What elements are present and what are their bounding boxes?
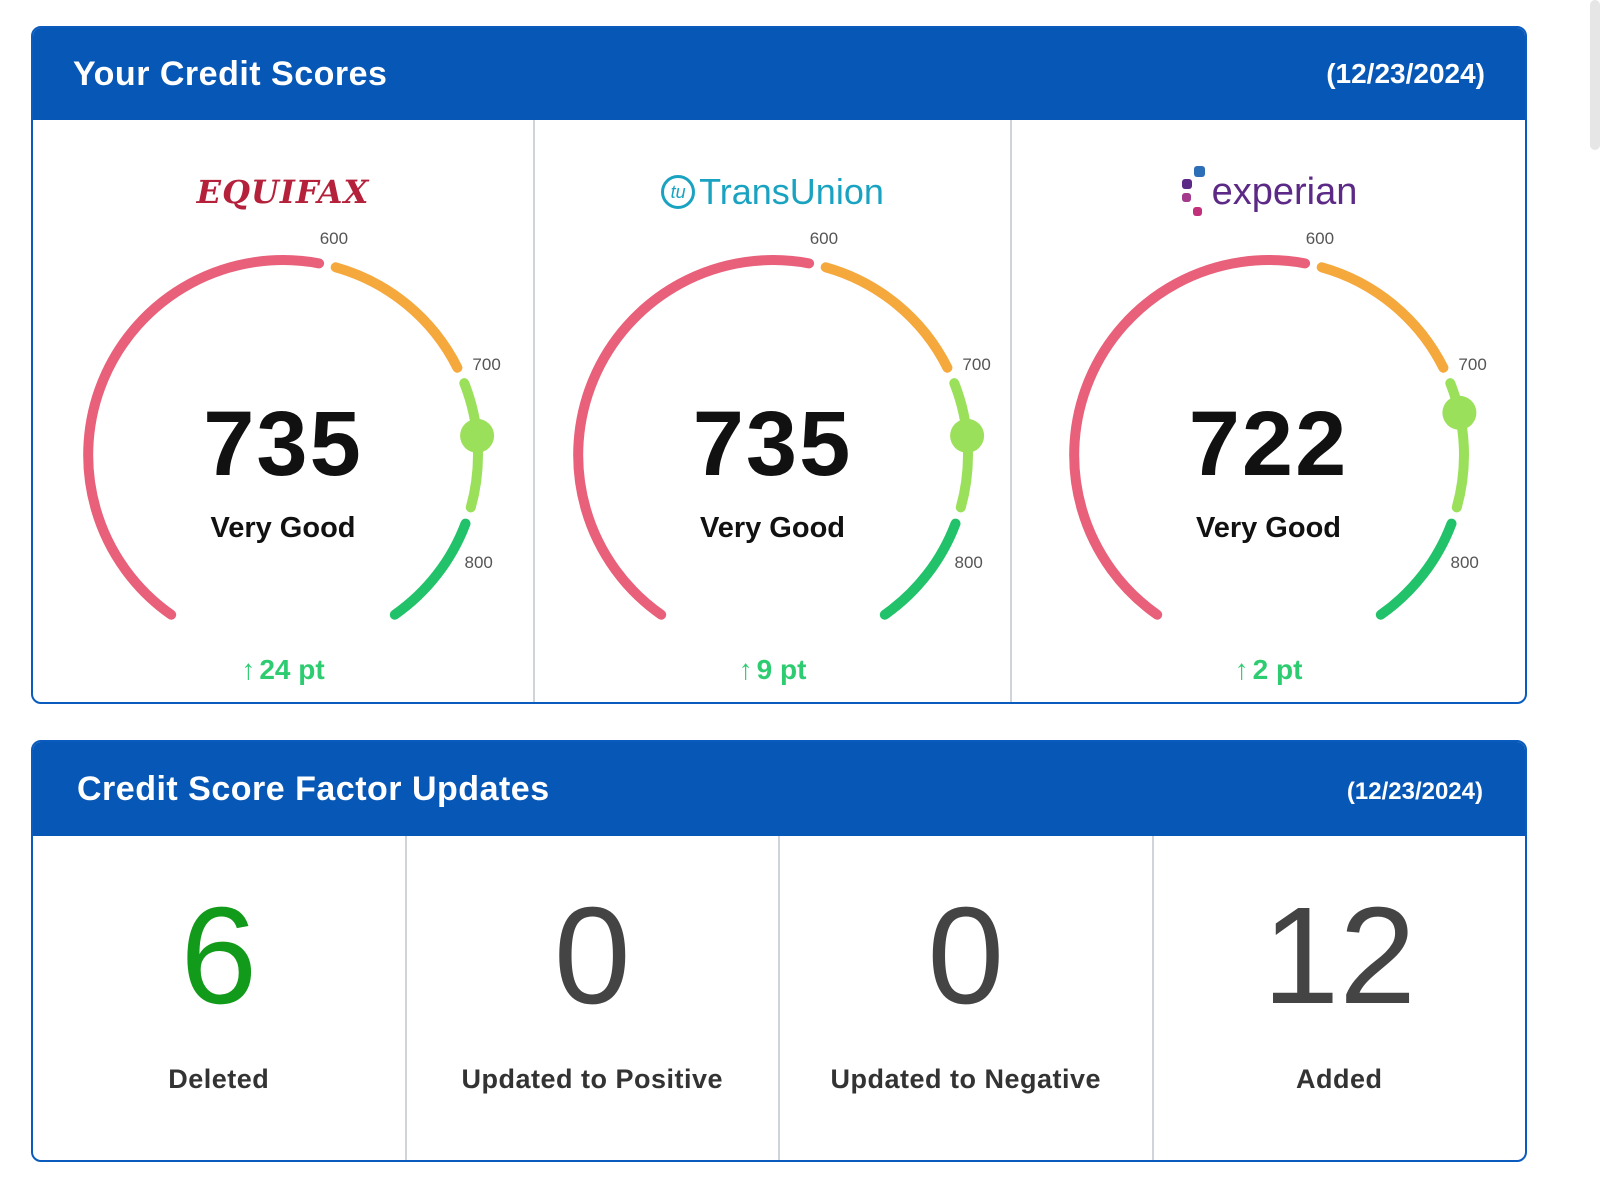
tick-label-800: 800 bbox=[465, 553, 493, 572]
arrow-up-icon: ↑ bbox=[1234, 654, 1249, 685]
factor-label: Updated to Positive bbox=[461, 1064, 724, 1094]
score-rating: Very Good bbox=[1195, 512, 1342, 544]
factor-deleted[interactable]: 6 Deleted bbox=[33, 836, 407, 1160]
transunion-logo: tu TransUnion bbox=[535, 162, 1010, 222]
score-marker bbox=[460, 418, 495, 453]
credit-scores-card: Your Credit Scores (12/23/2024) EQUIFAX … bbox=[31, 26, 1527, 704]
score-marker bbox=[1441, 395, 1476, 430]
score-change: ↑ 2 pt bbox=[1234, 654, 1303, 685]
factor-updates-header: Credit Score Factor Updates (12/23/2024) bbox=[33, 742, 1525, 836]
gauge-dial: 600 700 800 bbox=[572, 229, 990, 620]
equifax-logo: EQUIFAX bbox=[196, 173, 370, 211]
tick-label-700: 700 bbox=[1458, 355, 1486, 374]
factor-label: Updated to Negative bbox=[830, 1064, 1102, 1094]
tick-label-700: 700 bbox=[472, 355, 500, 374]
factor-count: 0 bbox=[553, 879, 631, 1033]
gauge-arc-poor bbox=[83, 255, 325, 620]
factor-added[interactable]: 12 Added bbox=[1154, 836, 1526, 1160]
factor-count: 12 bbox=[1262, 879, 1417, 1033]
bureau-equifax[interactable]: EQUIFAX 600 700 800 735 Very Good ↑ 24 pt bbox=[33, 120, 535, 702]
score-gauge: 600 700 800 735 Very Good bbox=[535, 220, 1010, 660]
gauge-arc-excellent bbox=[1375, 518, 1456, 620]
factor-updates-title: Credit Score Factor Updates bbox=[77, 770, 550, 808]
arrow-up-icon: ↑ bbox=[738, 654, 753, 685]
gauge-arc-fair bbox=[1316, 262, 1448, 373]
score-change: ↑ 9 pt bbox=[738, 654, 807, 685]
experian-dots-icon bbox=[1181, 166, 1205, 216]
page-scrollbar[interactable] bbox=[1590, 0, 1600, 150]
score-change: ↑ 24 pt bbox=[241, 654, 325, 685]
bureau-experian[interactable]: experian 600 700 800 722 Very Good ↑ bbox=[1012, 120, 1525, 702]
factor-updates-card: Credit Score Factor Updates (12/23/2024)… bbox=[31, 740, 1527, 1162]
gauge-arc-poor bbox=[1068, 255, 1310, 620]
credit-scores-title: Your Credit Scores bbox=[73, 55, 388, 93]
score-rating: Very Good bbox=[210, 512, 356, 544]
tick-label-600: 600 bbox=[320, 229, 348, 248]
gauge-arc-fair bbox=[330, 262, 463, 373]
tick-label-600: 600 bbox=[1305, 229, 1333, 248]
experian-logo: experian bbox=[1012, 162, 1525, 222]
tick-label-700: 700 bbox=[962, 355, 990, 374]
tick-label-600: 600 bbox=[809, 229, 837, 248]
score-value: 735 bbox=[692, 393, 853, 495]
score-gauge: 600 700 800 735 Very Good bbox=[33, 220, 533, 660]
transunion-mark-icon: tu bbox=[661, 175, 696, 209]
gauge-arc-poor bbox=[572, 255, 814, 620]
score-value: 722 bbox=[1188, 393, 1349, 495]
factor-count: 6 bbox=[180, 879, 258, 1033]
bureau-transunion[interactable]: tu TransUnion 600 700 800 735 Very Good bbox=[535, 120, 1012, 702]
credit-scores-header: Your Credit Scores (12/23/2024) bbox=[33, 28, 1525, 120]
gauge-arc-fair bbox=[820, 262, 952, 373]
gauge-arc-excellent bbox=[389, 518, 471, 620]
arrow-up-icon: ↑ bbox=[241, 654, 256, 685]
factor-updates-date: (12/23/2024) bbox=[1346, 778, 1483, 805]
score-value: 735 bbox=[203, 393, 363, 495]
factor-updated-negative[interactable]: 0 Updated to Negative bbox=[780, 836, 1154, 1160]
factor-label: Added bbox=[1296, 1064, 1383, 1094]
tick-label-800: 800 bbox=[954, 553, 982, 572]
score-rating: Very Good bbox=[699, 512, 846, 544]
factor-label: Deleted bbox=[168, 1064, 270, 1094]
score-marker bbox=[949, 418, 984, 453]
gauge-arc-good bbox=[1444, 378, 1469, 513]
gauge-dial: 600 700 800 bbox=[83, 229, 501, 620]
gauge-dial: 600 700 800 bbox=[1068, 229, 1486, 620]
gauge-arc-excellent bbox=[879, 518, 960, 620]
credit-scores-date: (12/23/2024) bbox=[1326, 58, 1485, 89]
score-gauge: 600 700 800 722 Very Good bbox=[1012, 220, 1525, 660]
factor-updated-positive[interactable]: 0 Updated to Positive bbox=[407, 836, 780, 1160]
tick-label-800: 800 bbox=[1450, 553, 1478, 572]
factor-count: 0 bbox=[927, 879, 1005, 1033]
